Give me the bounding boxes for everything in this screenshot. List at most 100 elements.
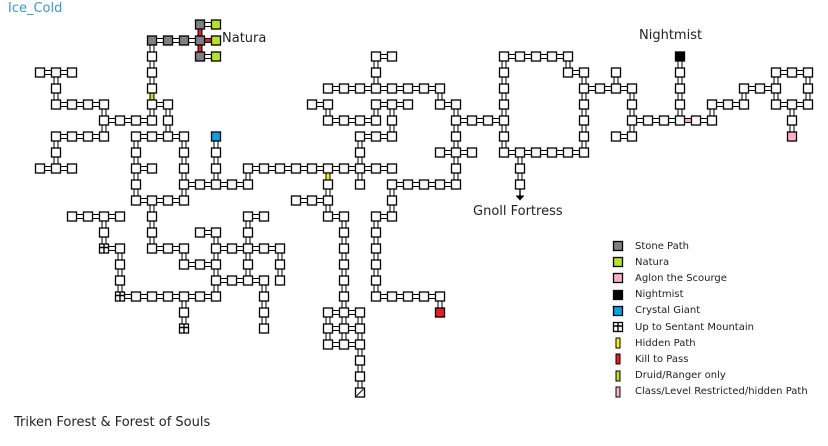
room[interactable] bbox=[242, 243, 254, 254]
room[interactable] bbox=[162, 243, 174, 254]
room[interactable] bbox=[466, 115, 478, 126]
room[interactable] bbox=[146, 51, 158, 62]
room[interactable] bbox=[626, 99, 638, 110]
room[interactable] bbox=[306, 195, 318, 206]
room[interactable] bbox=[306, 99, 318, 110]
room[interactable] bbox=[386, 179, 398, 190]
room[interactable] bbox=[194, 291, 206, 302]
room[interactable] bbox=[498, 131, 510, 142]
room[interactable] bbox=[354, 371, 366, 382]
room[interactable] bbox=[402, 291, 414, 302]
room[interactable] bbox=[578, 67, 590, 78]
room[interactable] bbox=[322, 211, 334, 222]
room[interactable] bbox=[194, 227, 206, 238]
room[interactable] bbox=[402, 83, 414, 94]
room[interactable] bbox=[386, 291, 398, 302]
room[interactable] bbox=[754, 83, 766, 94]
room[interactable] bbox=[674, 51, 686, 62]
room[interactable] bbox=[114, 211, 126, 222]
room[interactable] bbox=[450, 131, 462, 142]
room[interactable] bbox=[258, 275, 270, 286]
room[interactable] bbox=[354, 163, 366, 174]
room[interactable] bbox=[610, 67, 622, 78]
room[interactable] bbox=[370, 163, 382, 174]
room[interactable] bbox=[338, 323, 350, 334]
room[interactable] bbox=[370, 51, 382, 62]
room[interactable] bbox=[98, 115, 110, 126]
room[interactable] bbox=[338, 259, 350, 270]
room[interactable] bbox=[210, 163, 222, 174]
room[interactable] bbox=[418, 179, 430, 190]
room[interactable] bbox=[434, 291, 446, 302]
room[interactable] bbox=[194, 19, 206, 30]
room[interactable] bbox=[194, 35, 206, 46]
room[interactable] bbox=[178, 179, 190, 190]
room[interactable] bbox=[770, 99, 782, 110]
room[interactable] bbox=[98, 211, 110, 222]
room[interactable] bbox=[178, 243, 190, 254]
room[interactable] bbox=[114, 115, 126, 126]
room[interactable] bbox=[338, 307, 350, 318]
room[interactable] bbox=[738, 83, 750, 94]
room[interactable] bbox=[274, 275, 286, 286]
room[interactable] bbox=[674, 83, 686, 94]
room[interactable] bbox=[178, 163, 190, 174]
room[interactable] bbox=[146, 291, 158, 302]
room[interactable] bbox=[210, 291, 222, 302]
room[interactable] bbox=[498, 99, 510, 110]
room[interactable] bbox=[530, 51, 542, 62]
room[interactable] bbox=[498, 115, 510, 126]
room[interactable] bbox=[130, 131, 142, 142]
room[interactable] bbox=[786, 99, 798, 110]
room[interactable] bbox=[210, 179, 222, 190]
room[interactable] bbox=[450, 179, 462, 190]
room[interactable] bbox=[578, 147, 590, 158]
room[interactable] bbox=[146, 211, 158, 222]
room[interactable] bbox=[802, 99, 814, 110]
room[interactable] bbox=[130, 291, 142, 302]
room[interactable] bbox=[690, 115, 702, 126]
room[interactable] bbox=[226, 179, 238, 190]
room[interactable] bbox=[594, 83, 606, 94]
room[interactable] bbox=[530, 147, 542, 158]
room[interactable] bbox=[370, 291, 382, 302]
room[interactable] bbox=[626, 83, 638, 94]
room[interactable] bbox=[706, 115, 718, 126]
room[interactable] bbox=[450, 163, 462, 174]
room[interactable] bbox=[50, 163, 62, 174]
room[interactable] bbox=[434, 307, 446, 318]
room[interactable] bbox=[562, 147, 574, 158]
room[interactable] bbox=[562, 51, 574, 62]
room[interactable] bbox=[434, 99, 446, 110]
room[interactable] bbox=[130, 179, 142, 190]
room[interactable] bbox=[402, 99, 414, 110]
room[interactable] bbox=[578, 115, 590, 126]
room[interactable] bbox=[386, 51, 398, 62]
room[interactable] bbox=[786, 67, 798, 78]
room[interactable] bbox=[50, 147, 62, 158]
room[interactable] bbox=[322, 195, 334, 206]
room[interactable] bbox=[786, 131, 798, 142]
room[interactable] bbox=[146, 195, 158, 206]
room[interactable] bbox=[338, 115, 350, 126]
room[interactable] bbox=[146, 243, 158, 254]
room[interactable] bbox=[50, 67, 62, 78]
room[interactable] bbox=[210, 131, 222, 142]
room[interactable] bbox=[322, 83, 334, 94]
room[interactable] bbox=[370, 227, 382, 238]
room[interactable] bbox=[162, 291, 174, 302]
room[interactable] bbox=[610, 131, 622, 142]
room[interactable] bbox=[210, 275, 222, 286]
room[interactable] bbox=[146, 163, 158, 174]
room[interactable] bbox=[210, 243, 222, 254]
room[interactable] bbox=[770, 83, 782, 94]
room[interactable] bbox=[674, 99, 686, 110]
room[interactable] bbox=[130, 115, 142, 126]
room[interactable] bbox=[642, 115, 654, 126]
room[interactable] bbox=[386, 211, 398, 222]
room[interactable] bbox=[418, 291, 430, 302]
room[interactable] bbox=[578, 131, 590, 142]
room[interactable] bbox=[66, 99, 78, 110]
room[interactable] bbox=[354, 131, 366, 142]
room[interactable] bbox=[722, 99, 734, 110]
